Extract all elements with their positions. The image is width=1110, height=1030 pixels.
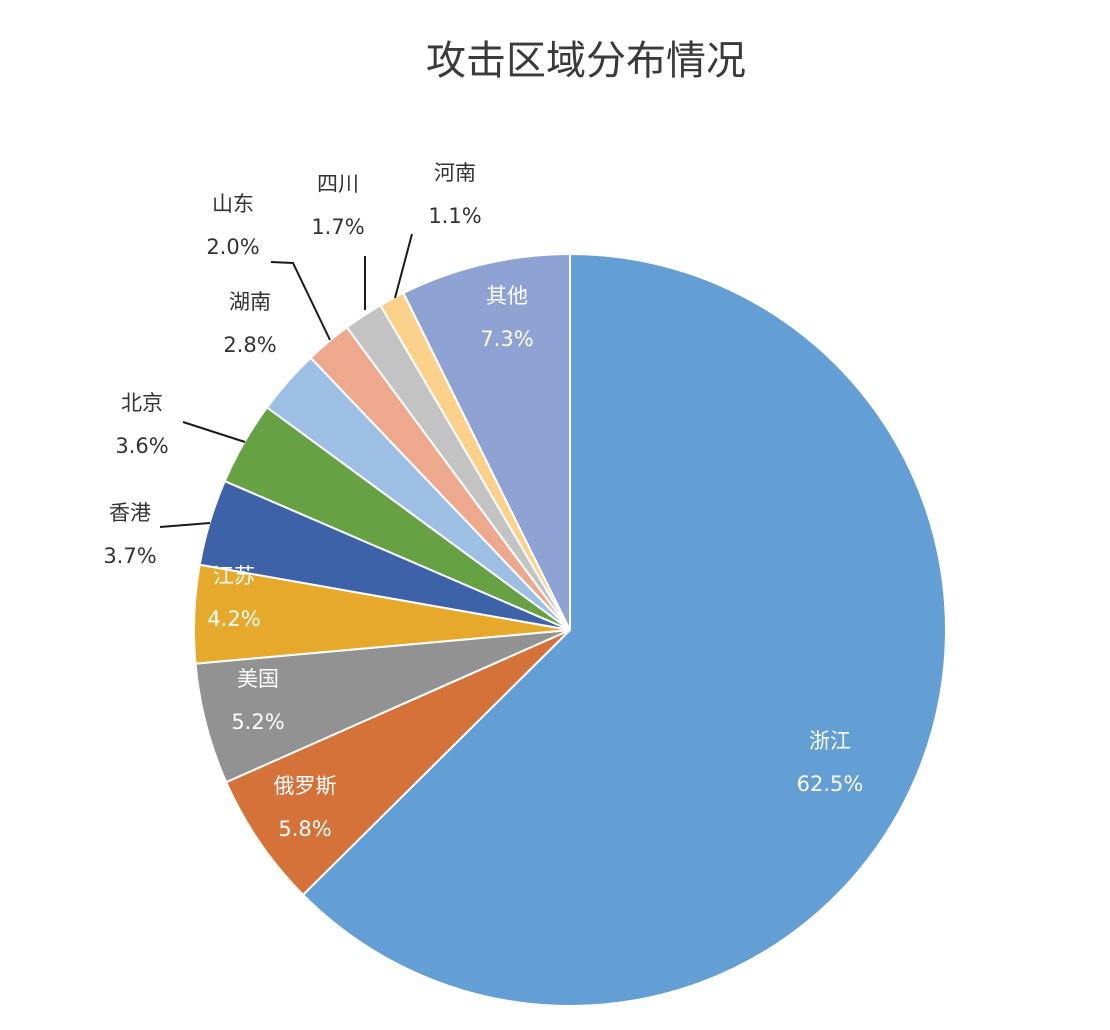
leader-lines: [159, 233, 413, 528]
pie-slices: [193, 252, 947, 1007]
slice-labels: 浙江 62.5% 俄罗斯 5.8% 美国 5.2% 江苏 4.2% 香港 3.7% 北京 3.6% 湖南…: [103, 161, 863, 841]
slice-name-label-2: 俄罗斯: [274, 774, 337, 798]
slice-percent-label-3: 5.2%: [231, 710, 284, 734]
slice-name-label-4: 江苏: [213, 564, 255, 588]
slice-name-label-5: 香港: [109, 501, 151, 525]
slice-name-label-8: 山东: [212, 192, 254, 216]
chart-title: 攻击区域分布情况: [426, 38, 746, 84]
pie-slice-11: [402, 252, 571, 631]
slice-name-label-6: 北京: [121, 391, 163, 415]
slice-percent-label-8: 2.0%: [206, 235, 259, 259]
leader-line-6: [182, 421, 246, 443]
slice-name-label-9: 四川: [317, 172, 359, 196]
slice-name-label-3: 美国: [237, 667, 279, 691]
slice-name-label-7: 湖南: [229, 290, 271, 314]
slice-percent-label-4: 4.2%: [207, 607, 260, 631]
slice-percent-label-1: 62.5%: [797, 772, 864, 796]
slice-name-label-1: 浙江: [809, 729, 851, 753]
pie-slice-2: [224, 629, 571, 897]
slice-percent-label-11: 7.3%: [480, 327, 533, 351]
slice-percent-label-9: 1.7%: [311, 215, 364, 239]
slice-name-label-11: 其他: [486, 284, 528, 308]
leader-line-10: [394, 233, 413, 299]
leader-line-5: [159, 522, 211, 528]
slice-percent-label-2: 5.8%: [278, 817, 331, 841]
leader-line-8: [270, 261, 331, 341]
slice-name-label-10: 河南: [434, 161, 476, 185]
slice-percent-label-5: 3.7%: [103, 544, 156, 568]
slice-percent-label-6: 3.6%: [115, 434, 168, 458]
slice-percent-label-10: 1.1%: [428, 204, 481, 228]
slice-percent-label-7: 2.8%: [223, 333, 276, 357]
pie-slice-1: [301, 252, 947, 1007]
